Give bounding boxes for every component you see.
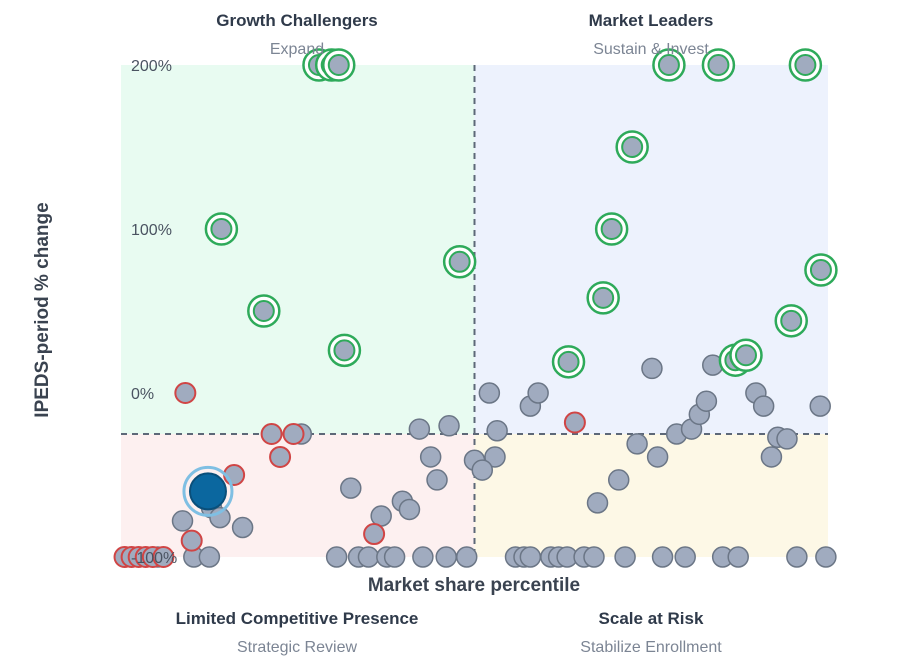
data-point: [674, 546, 696, 568]
data-point: [809, 395, 831, 417]
data-point: [484, 446, 506, 468]
quadrant-growth-challengers-bg: [121, 65, 475, 434]
data-point: [171, 510, 194, 532]
data-point: [780, 309, 803, 332]
data-point: [412, 546, 434, 568]
quadrant-title-market-leaders: Market Leaders: [589, 11, 714, 30]
data-point: [527, 382, 549, 404]
data-point: [707, 54, 730, 76]
y-tick-label: 0%: [131, 386, 154, 403]
quadrant-subtitle-growth-challengers: Expand: [270, 41, 324, 58]
data-point: [486, 419, 508, 442]
data-point: [478, 382, 501, 404]
data-point: [398, 498, 421, 521]
data-point: [408, 418, 431, 440]
quadrant-title-growth-challengers: Growth Challengers: [216, 11, 378, 30]
data-point: [607, 469, 630, 491]
data-point: [760, 446, 783, 468]
y-tick-label: -100%: [131, 550, 177, 567]
data-point: [363, 523, 386, 546]
data-point: [794, 54, 817, 76]
y-tick-label: 200%: [131, 58, 172, 75]
data-point: [695, 390, 718, 412]
data-point: [252, 300, 275, 322]
quadrant-title-scale-at-risk: Scale at Risk: [599, 609, 704, 628]
data-point: [370, 505, 392, 527]
highlight-ring: [182, 465, 234, 517]
data-point: [260, 423, 283, 445]
data-point: [209, 506, 231, 529]
y-axis-label: IPEDS-period % change: [32, 202, 53, 417]
data-point: [727, 546, 749, 568]
data-point: [651, 546, 674, 568]
data-point: [734, 344, 757, 367]
data-point: [614, 546, 636, 568]
data-point: [621, 136, 644, 158]
data-point: [448, 250, 471, 273]
data-point: [180, 529, 203, 552]
data-point: [557, 350, 580, 373]
quadrant-subtitle-limited-presence: Strategic Review: [237, 639, 357, 656]
y-tick-label: 100%: [131, 222, 172, 239]
data-point: [210, 218, 233, 240]
data-point: [519, 546, 542, 568]
data-point: [198, 546, 221, 568]
data-point: [786, 546, 808, 568]
quadrant-limited-presence-bg: [121, 434, 475, 557]
data-point: [435, 546, 457, 568]
quadrant-title-limited-presence: Limited Competitive Presence: [176, 609, 419, 628]
data-point: [815, 546, 837, 568]
data-point: [641, 357, 663, 380]
data-point: [152, 546, 175, 568]
data-point: [269, 445, 292, 468]
highlighted-institution-point: [188, 472, 227, 511]
data-point: [646, 446, 669, 468]
data-point: [426, 469, 448, 491]
x-axis-label: Market share percentile: [368, 575, 580, 596]
data-point: [231, 516, 254, 539]
data-point: [600, 218, 623, 240]
data-point: [282, 423, 305, 445]
data-point: [333, 339, 356, 362]
data-point: [592, 286, 615, 309]
data-point: [809, 259, 832, 281]
data-point: [626, 433, 648, 455]
data-point: [563, 411, 586, 434]
data-point: [752, 395, 775, 417]
data-point: [776, 428, 798, 450]
data-point: [325, 546, 348, 568]
y-axis-ticks: 200% 100% 0% -100%: [131, 58, 177, 567]
data-point: [357, 546, 380, 568]
quadrant-subtitle-scale-at-risk: Stabilize Enrollment: [580, 639, 722, 656]
data-point: [583, 546, 605, 568]
data-points: [113, 48, 838, 568]
data-point: [174, 382, 197, 404]
data-point: [657, 54, 680, 76]
data-point: [327, 54, 350, 76]
data-point: [586, 492, 609, 514]
data-point: [419, 446, 442, 468]
data-point: [340, 477, 362, 499]
data-point: [471, 459, 494, 481]
data-point: [383, 546, 406, 568]
quadrant-subtitle-market-leaders: Sustain & Invest: [593, 41, 709, 58]
data-point: [438, 415, 460, 437]
data-point: [455, 546, 478, 568]
